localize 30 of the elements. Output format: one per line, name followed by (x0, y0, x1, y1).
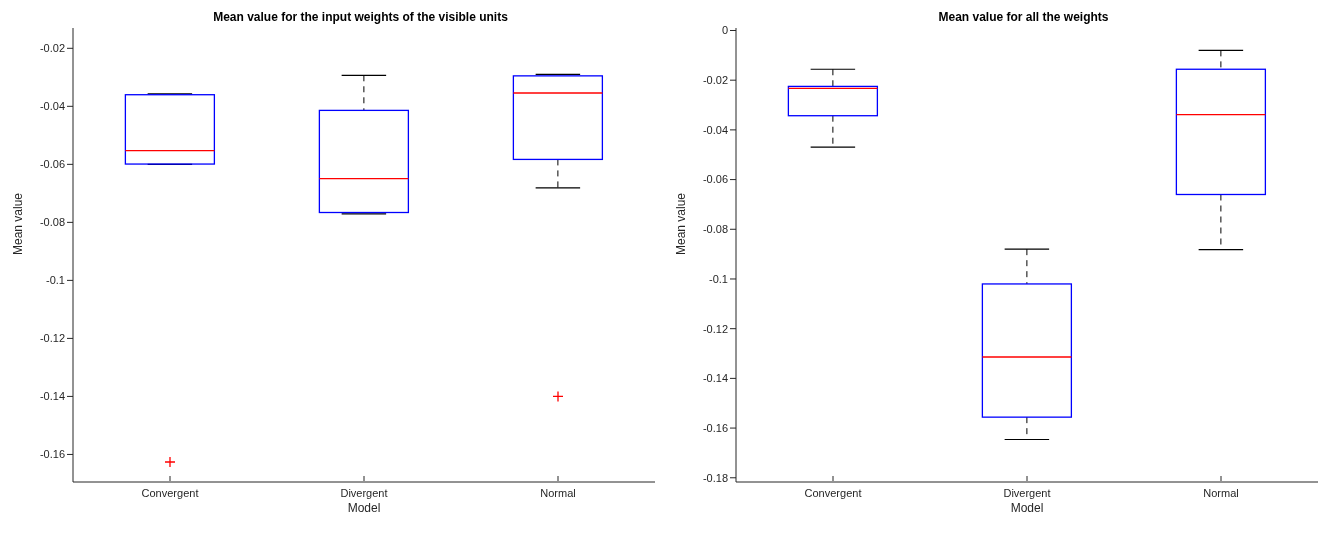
y-tick-label: -0.04 (702, 123, 728, 136)
y-tick-label: -0.1 (709, 272, 728, 285)
x-tick-label: Normal (540, 486, 576, 499)
y-tick-label: -0.12 (702, 322, 728, 335)
x-tick-label: Convergent (804, 486, 862, 499)
x-axis-title: Model (347, 501, 381, 515)
y-tick-label: -0.16 (39, 448, 65, 461)
y-tick-label: 0 (721, 24, 728, 37)
y-tick-label: -0.14 (702, 372, 728, 385)
y-axis-title: Mean value (11, 192, 26, 255)
y-tick-label: -0.04 (39, 100, 65, 113)
y-tick-label: -0.06 (39, 158, 65, 171)
y-tick-label: -0.1 (46, 274, 65, 287)
y-tick-label: -0.14 (39, 390, 65, 403)
y-tick-label: -0.08 (39, 216, 65, 229)
y-tick-label: -0.02 (702, 74, 728, 87)
y-axis-title: Mean value (674, 192, 689, 255)
y-tick-label: -0.06 (702, 173, 728, 186)
y-tick-label: -0.02 (39, 42, 65, 55)
y-tick-label: -0.12 (39, 332, 65, 345)
y-tick-label: -0.08 (702, 223, 728, 236)
y-tick-label: -0.16 (702, 421, 728, 434)
x-tick-label: Divergent (1003, 486, 1051, 499)
x-axis-title: Model (1010, 501, 1044, 515)
chart-title: Mean value for the input weights of the visible units (212, 10, 509, 24)
x-tick-label: Normal (1203, 486, 1239, 499)
x-tick-label: Divergent (340, 486, 388, 499)
x-tick-label: Convergent (141, 486, 199, 499)
chart-title: Mean value for all the weights (937, 10, 1110, 24)
y-tick-label: -0.18 (702, 471, 728, 484)
